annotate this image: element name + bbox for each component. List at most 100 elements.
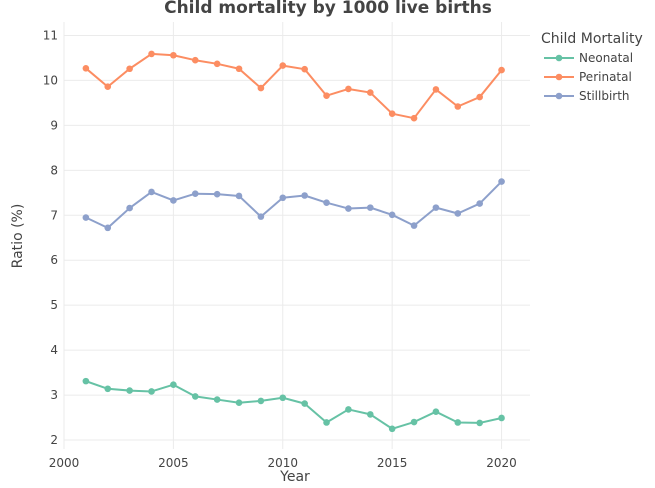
data-point[interactable] xyxy=(476,200,483,207)
series-perinatal xyxy=(82,50,505,122)
data-point[interactable] xyxy=(235,65,243,73)
data-point[interactable] xyxy=(301,400,308,407)
x-tick-label: 2015 xyxy=(377,456,408,470)
data-point[interactable] xyxy=(366,89,374,96)
series-stillbirth xyxy=(82,178,505,232)
y-axis-title: Ratio (%) xyxy=(10,204,26,269)
data-point[interactable] xyxy=(82,214,90,221)
legend-swatch-marker xyxy=(555,73,563,81)
legend: Child Mortality Neonatal Perinatal Stillbi… xyxy=(541,31,643,103)
data-point[interactable] xyxy=(410,222,418,229)
data-point[interactable] xyxy=(432,86,440,93)
data-point[interactable] xyxy=(279,62,287,69)
data-point[interactable] xyxy=(345,205,352,212)
data-point[interactable] xyxy=(366,411,374,418)
data-point[interactable] xyxy=(432,408,440,415)
data-point[interactable] xyxy=(148,188,155,196)
x-tick-label: 2010 xyxy=(268,456,299,470)
x-tick-label: 2020 xyxy=(486,456,517,470)
series-line xyxy=(85,380,502,430)
y-tick-label: 6 xyxy=(50,253,58,267)
data-point[interactable] xyxy=(257,84,265,92)
data-point[interactable] xyxy=(476,93,483,101)
y-tick-label: 7 xyxy=(50,208,58,222)
data-point[interactable] xyxy=(345,406,352,413)
data-point[interactable] xyxy=(213,396,221,403)
data-point[interactable] xyxy=(388,211,396,219)
legend-label: Stillbirth xyxy=(579,89,630,103)
data-point[interactable] xyxy=(82,377,90,385)
legend-title: Child Mortality xyxy=(541,31,643,47)
data-point[interactable] xyxy=(235,399,243,407)
data-point[interactable] xyxy=(498,66,505,74)
data-point[interactable] xyxy=(191,190,199,197)
legend-item-perinatal[interactable]: Perinatal xyxy=(544,70,632,84)
y-tick-label: 5 xyxy=(50,298,58,312)
data-point[interactable] xyxy=(104,385,112,393)
data-point[interactable] xyxy=(366,204,374,211)
data-point[interactable] xyxy=(148,388,155,395)
x-axis-ticks: 2000 2005 2010 2015 2020 xyxy=(49,456,517,470)
data-point[interactable] xyxy=(454,419,462,426)
y-tick-label: 3 xyxy=(50,388,58,402)
data-point[interactable] xyxy=(498,414,505,422)
data-point[interactable] xyxy=(498,178,505,185)
data-point[interactable] xyxy=(410,114,418,122)
data-point[interactable] xyxy=(213,190,221,198)
data-point[interactable] xyxy=(126,387,133,394)
data-point[interactable] xyxy=(323,419,330,426)
data-point[interactable] xyxy=(345,85,352,93)
data-point[interactable] xyxy=(170,381,177,389)
x-tick-label: 2000 xyxy=(49,456,80,470)
data-point[interactable] xyxy=(323,92,330,100)
data-point[interactable] xyxy=(323,199,330,206)
data-point[interactable] xyxy=(126,204,133,212)
data-point[interactable] xyxy=(213,60,221,68)
y-axis-ticks: 2 3 4 5 6 7 8 9 10 11 xyxy=(43,28,58,447)
legend-item-neonatal[interactable]: Neonatal xyxy=(544,51,633,65)
y-tick-label: 4 xyxy=(50,343,58,357)
legend-swatch-marker xyxy=(555,54,563,62)
series-line xyxy=(85,180,503,229)
legend-label: Neonatal xyxy=(579,51,633,65)
data-point[interactable] xyxy=(104,83,112,91)
grid xyxy=(63,22,530,449)
series-neonatal xyxy=(82,377,505,433)
series-lines xyxy=(82,50,505,433)
data-point[interactable] xyxy=(454,103,462,110)
data-point[interactable] xyxy=(82,64,90,72)
data-point[interactable] xyxy=(432,204,440,211)
data-point[interactable] xyxy=(279,394,287,402)
legend-swatch-marker xyxy=(555,92,563,100)
data-point[interactable] xyxy=(388,425,396,433)
data-point[interactable] xyxy=(454,210,462,217)
data-point[interactable] xyxy=(476,419,483,427)
y-tick-label: 11 xyxy=(43,28,58,42)
legend-item-stillbirth[interactable]: Stillbirth xyxy=(544,89,630,103)
data-point[interactable] xyxy=(170,197,177,204)
data-point[interactable] xyxy=(410,418,418,426)
y-tick-label: 10 xyxy=(43,73,58,87)
data-point[interactable] xyxy=(170,51,177,59)
data-point[interactable] xyxy=(191,56,199,64)
data-point[interactable] xyxy=(301,192,308,199)
y-tick-label: 2 xyxy=(50,433,58,447)
data-point[interactable] xyxy=(104,224,112,232)
x-axis-title: Year xyxy=(279,469,310,484)
data-point[interactable] xyxy=(148,50,155,58)
series-line xyxy=(85,52,503,120)
x-tick-label: 2005 xyxy=(158,456,189,470)
legend-label: Perinatal xyxy=(579,70,632,84)
y-tick-label: 9 xyxy=(50,118,58,132)
data-point[interactable] xyxy=(191,393,199,400)
data-point[interactable] xyxy=(279,194,287,202)
y-tick-label: 8 xyxy=(50,163,58,177)
data-point[interactable] xyxy=(388,110,396,117)
data-point[interactable] xyxy=(235,192,243,200)
data-point[interactable] xyxy=(301,65,308,73)
data-point[interactable] xyxy=(257,213,265,220)
data-point[interactable] xyxy=(257,397,265,405)
data-point[interactable] xyxy=(126,65,133,73)
